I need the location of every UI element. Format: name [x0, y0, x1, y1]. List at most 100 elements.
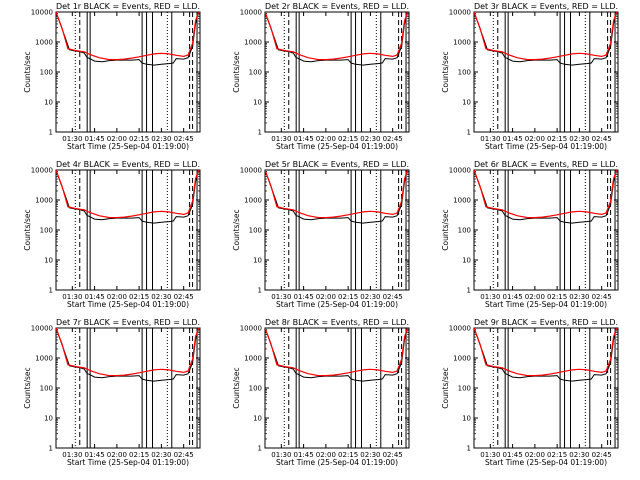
y-tick-label: 10000 — [31, 9, 53, 17]
x-tick-label: 01:30 — [62, 451, 82, 459]
lld-series-line — [474, 12, 618, 61]
y-tick-label: 10 — [253, 257, 262, 265]
x-tick-label: 02:15 — [338, 293, 358, 301]
y-tick-label: 10000 — [449, 325, 471, 333]
y-axis-label: Counts/sec — [441, 367, 450, 408]
y-tick-label: 10000 — [240, 167, 262, 175]
x-axis-label: Start Time (25-Sep-04 01:19:00) — [276, 300, 398, 309]
y-tick-label: 10000 — [31, 167, 53, 175]
panel-title: Det 5r BLACK = Events, RED = LLD. — [265, 160, 409, 169]
x-tick-label: 02:15 — [547, 135, 567, 143]
y-tick-label: 10 — [44, 99, 53, 107]
x-tick-label: 02:45 — [383, 451, 403, 459]
x-tick-label: 02:30 — [360, 135, 380, 143]
y-tick-label: 10000 — [449, 167, 471, 175]
y-tick-label: 1000 — [453, 39, 471, 47]
detector-panel: Det 3r BLACK = Events, RED = LLD. 1 10 100 1… — [441, 2, 619, 151]
events-series-line — [56, 328, 199, 382]
events-series-line — [265, 170, 408, 224]
detector-panel: Det 5r BLACK = Events, RED = LLD. 1 10 100 1… — [232, 160, 410, 309]
x-tick-label: 02:30 — [360, 451, 380, 459]
x-tick-label: 02:45 — [592, 135, 612, 143]
x-tick-label: 02:15 — [338, 451, 358, 459]
detector-panel: Det 6r BLACK = Events, RED = LLD. 1 10 100 1… — [441, 160, 619, 309]
y-tick-label: 1 — [49, 445, 53, 453]
y-tick-label: 1000 — [35, 39, 53, 47]
panel-title: Det 2r BLACK = Events, RED = LLD. — [265, 2, 409, 11]
x-tick-label: 02:15 — [547, 293, 567, 301]
y-tick-label: 1000 — [453, 197, 471, 205]
x-tick-label: 02:45 — [592, 293, 612, 301]
x-tick-label: 02:15 — [547, 451, 567, 459]
panel-title: Det 3r BLACK = Events, RED = LLD. — [474, 2, 618, 11]
x-tick-label: 02:15 — [129, 451, 149, 459]
lld-series-line — [56, 328, 200, 377]
detector-panel: Det 2r BLACK = Events, RED = LLD. 1 10 100 1… — [232, 2, 410, 151]
y-tick-label: 1000 — [244, 355, 262, 363]
x-tick-label: 02:45 — [383, 293, 403, 301]
y-tick-label: 1 — [49, 129, 53, 137]
x-axis-label: Start Time (25-Sep-04 01:19:00) — [67, 142, 189, 151]
panel-title: Det 4r BLACK = Events, RED = LLD. — [56, 160, 200, 169]
x-tick-label: 01:45 — [294, 293, 314, 301]
x-tick-label: 01:30 — [271, 293, 291, 301]
events-series-line — [474, 328, 617, 382]
y-tick-label: 1 — [467, 445, 471, 453]
y-tick-label: 1000 — [35, 355, 53, 363]
events-series-line — [56, 170, 199, 224]
x-axis-label: Start Time (25-Sep-04 01:19:00) — [67, 458, 189, 467]
detector-panel: Det 4r BLACK = Events, RED = LLD. 1 10 100 1… — [23, 160, 201, 309]
y-tick-label: 1 — [258, 129, 262, 137]
detector-panel: Det 9r BLACK = Events, RED = LLD. 1 10 100 1… — [441, 318, 619, 467]
x-axis-label: Start Time (25-Sep-04 01:19:00) — [67, 300, 189, 309]
y-tick-label: 1000 — [453, 355, 471, 363]
x-tick-label: 02:15 — [129, 135, 149, 143]
x-tick-label: 01:45 — [503, 135, 523, 143]
events-series-line — [474, 170, 617, 224]
x-tick-label: 02:45 — [383, 135, 403, 143]
y-axis-label: Counts/sec — [441, 209, 450, 250]
lld-series-line — [56, 170, 200, 219]
y-tick-label: 1 — [49, 287, 53, 295]
x-axis-label: Start Time (25-Sep-04 01:19:00) — [485, 142, 607, 151]
events-series-line — [265, 328, 408, 382]
lld-series-line — [265, 170, 409, 219]
y-tick-label: 10 — [253, 415, 262, 423]
y-tick-label: 10 — [462, 257, 471, 265]
y-tick-label: 100 — [249, 385, 262, 393]
y-tick-label: 10 — [44, 415, 53, 423]
plot-frame — [473, 327, 619, 449]
panel-title: Det 7r BLACK = Events, RED = LLD. — [56, 318, 200, 327]
lld-series-line — [474, 170, 618, 219]
x-tick-label: 01:30 — [62, 293, 82, 301]
x-tick-label: 02:00 — [525, 293, 545, 301]
y-tick-label: 1000 — [244, 197, 262, 205]
x-tick-label: 01:45 — [85, 293, 105, 301]
y-tick-label: 10000 — [31, 325, 53, 333]
panel-title: Det 1r BLACK = Events, RED = LLD. — [56, 2, 200, 11]
lld-series-line — [265, 328, 409, 377]
events-series-line — [56, 12, 199, 66]
plot-frame — [55, 327, 201, 449]
y-tick-label: 10 — [462, 99, 471, 107]
x-tick-label: 01:45 — [294, 135, 314, 143]
y-tick-label: 100 — [249, 227, 262, 235]
y-tick-label: 1 — [467, 129, 471, 137]
x-tick-label: 01:30 — [271, 135, 291, 143]
x-tick-label: 02:15 — [338, 135, 358, 143]
lld-series-line — [56, 12, 200, 61]
x-tick-label: 01:30 — [62, 135, 82, 143]
plot-frame — [264, 169, 410, 291]
x-tick-label: 02:00 — [107, 451, 127, 459]
x-tick-label: 02:00 — [316, 135, 336, 143]
x-tick-label: 02:00 — [107, 135, 127, 143]
x-tick-label: 02:45 — [592, 451, 612, 459]
x-tick-label: 01:45 — [294, 451, 314, 459]
plot-frame — [264, 327, 410, 449]
events-series-line — [474, 12, 617, 66]
y-axis-label: Counts/sec — [232, 367, 241, 408]
x-tick-label: 02:30 — [569, 451, 589, 459]
events-series-line — [265, 12, 408, 66]
y-tick-label: 1 — [467, 287, 471, 295]
